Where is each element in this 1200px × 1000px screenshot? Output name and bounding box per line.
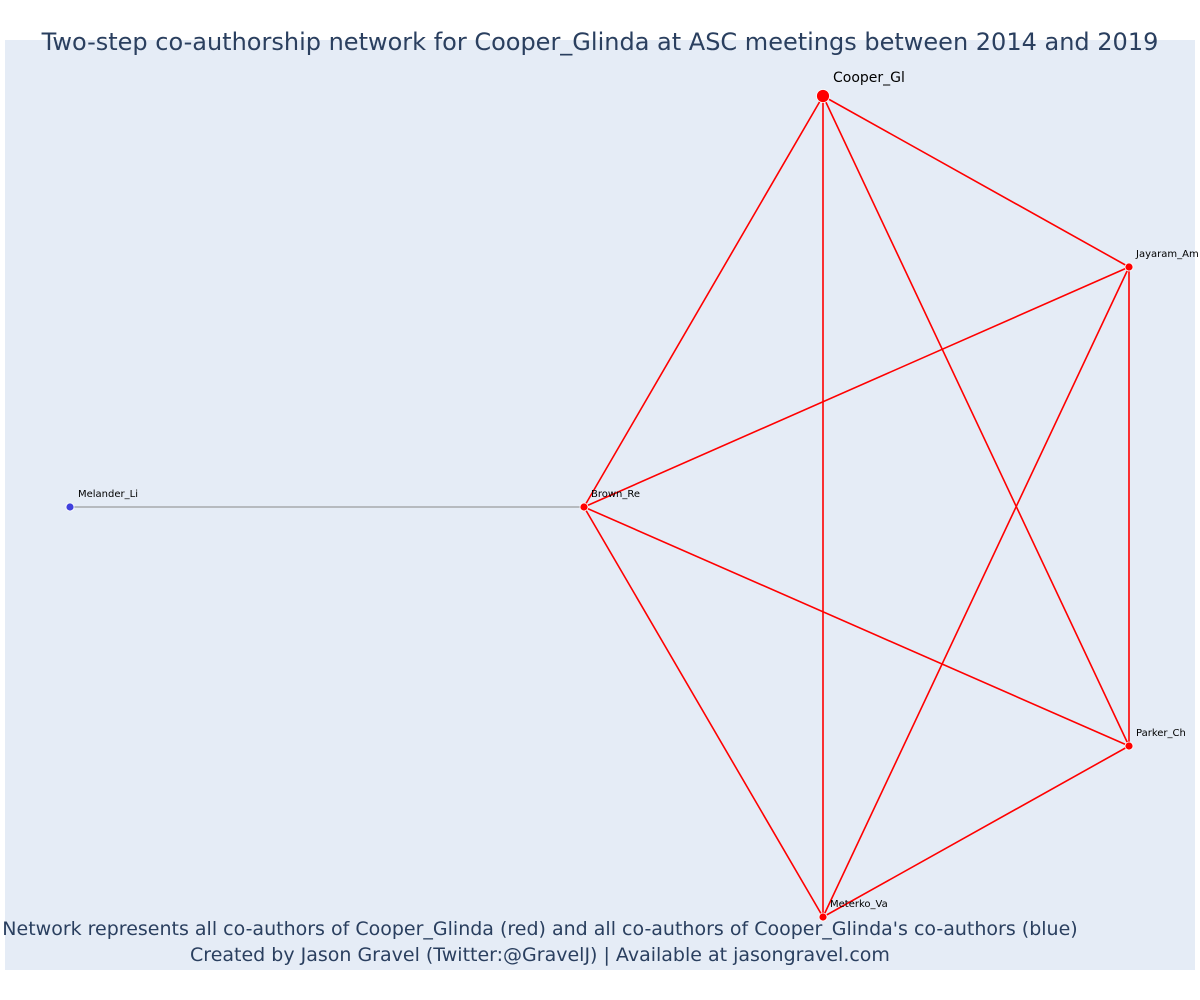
edge-Cooper_Gl-Jayaram_Am <box>822 95 1130 268</box>
node-label-Melander_Li: Melander_Li <box>78 489 138 500</box>
edge-Parker_Ch-Meterko_Va <box>822 745 1130 918</box>
edge-Cooper_Gl-Brown_Re <box>583 95 824 508</box>
edge-Jayaram_Am-Brown_Re <box>583 266 1130 508</box>
edges-layer <box>70 95 1130 918</box>
chart-title: Two-step co-authorship network for Coope… <box>41 28 1159 56</box>
node-label-Meterko_Va: Meterko_Va <box>830 899 888 910</box>
node-Brown_Re[interactable] <box>579 502 589 512</box>
edge-Brown_Re-Meterko_Va <box>583 506 824 918</box>
labels-layer: Cooper_Gl Jayaram_Am Brown_Re Parker_Ch Mete… <box>78 70 1199 910</box>
node-Melander_Li[interactable] <box>65 502 75 512</box>
edge-Brown_Re-Parker_Ch <box>583 506 1130 747</box>
node-label-Parker_Ch: Parker_Ch <box>1136 728 1186 739</box>
node-label-Brown_Re: Brown_Re <box>591 489 640 500</box>
plot-area <box>5 40 1195 970</box>
node-label-Cooper_Gl: Cooper_Gl <box>833 70 905 86</box>
caption-legend: Network represents all co-authors of Coo… <box>2 918 1078 940</box>
node-Meterko_Va[interactable] <box>818 912 828 922</box>
node-Jayaram_Am[interactable] <box>1124 262 1134 272</box>
nodes-layer <box>65 89 1134 922</box>
node-Parker_Ch[interactable] <box>1124 741 1134 751</box>
edge-Jayaram_Am-Meterko_Va <box>822 266 1130 918</box>
node-Cooper_Gl[interactable] <box>816 89 830 103</box>
caption-credit: Created by Jason Gravel (Twitter:@Gravel… <box>190 944 890 966</box>
edge-Cooper_Gl-Parker_Ch <box>822 95 1130 747</box>
node-label-Jayaram_Am: Jayaram_Am <box>1135 249 1199 260</box>
